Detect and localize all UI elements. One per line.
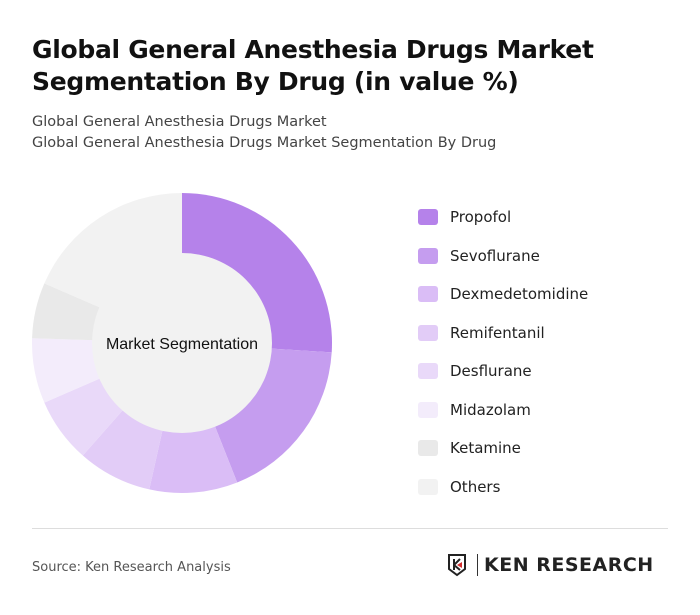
legend-swatch: [418, 363, 438, 380]
legend-item-sevoflurane: Sevoflurane: [418, 237, 588, 276]
source-note: Source: Ken Research Analysis: [32, 560, 231, 575]
chart-title: Global General Anesthesia Drugs Market S…: [32, 35, 594, 96]
legend-item-remifentanil: Remifentanil: [418, 314, 588, 353]
donut-chart: Market Segmentation: [32, 193, 332, 493]
ken-research-logo: KEN RESEARCH: [447, 553, 654, 577]
legend-swatch: [418, 401, 438, 418]
legend-label: Sevoflurane: [450, 246, 540, 265]
chart-subtitle-market: Global General Anesthesia Drugs Market: [32, 114, 327, 130]
legend-label: Dexmedetomidine: [450, 285, 589, 304]
legend-label: Ketamine: [450, 439, 521, 458]
legend-swatch: [418, 209, 438, 226]
legend-item-dexmedetomidine: Dexmedetomidine: [418, 275, 588, 314]
donut-center: [92, 253, 272, 433]
legend-label: Propofol: [450, 208, 512, 227]
legend-swatch: [418, 478, 438, 495]
chart-subtitle-segmentation: Global General Anesthesia Drugs Market S…: [32, 135, 497, 151]
legend-swatch: [418, 440, 438, 457]
legend-item-midazolam: Midazolam: [418, 391, 588, 430]
legend-swatch: [418, 324, 438, 341]
center-label: Market Segmentation: [106, 336, 258, 353]
legend-label: Others: [450, 477, 501, 496]
legend-swatch: [418, 286, 438, 303]
legend-swatch: [418, 247, 438, 264]
ken-logo-icon: [448, 554, 466, 577]
legend-item-propofol: Propofol: [418, 198, 588, 237]
divider: [32, 528, 668, 529]
logo-text: KEN RESEARCH: [477, 554, 654, 576]
legend-label: Remifentanil: [450, 323, 545, 342]
legend: Propofol Sevoflurane Dexmedetomidine Remife…: [418, 198, 588, 506]
legend-label: Desflurane: [450, 362, 532, 381]
legend-item-desflurane: Desflurane: [418, 352, 588, 391]
legend-item-ketamine: Ketamine: [418, 429, 588, 468]
legend-label: Midazolam: [450, 400, 531, 419]
legend-item-others: Others: [418, 468, 588, 507]
